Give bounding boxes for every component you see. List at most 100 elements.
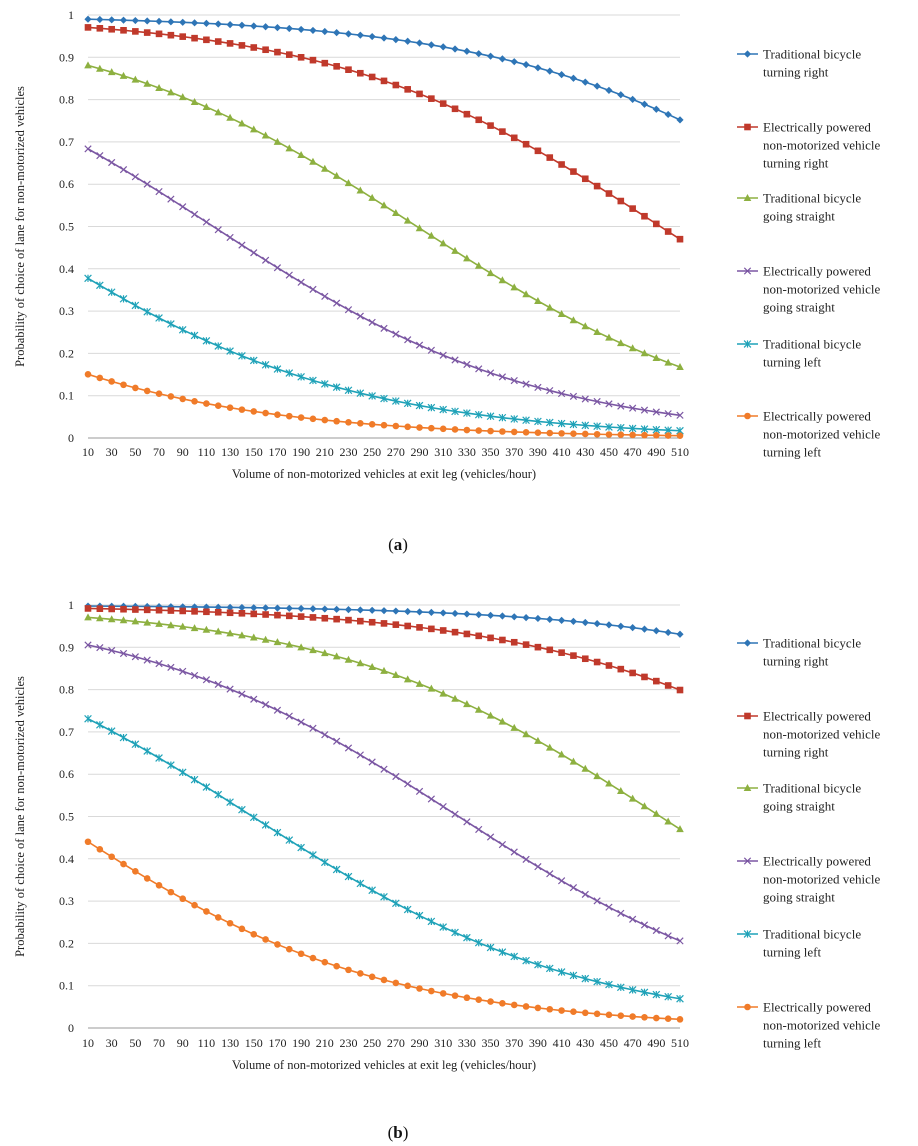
data-point (190, 331, 199, 340)
legend-marker (744, 712, 751, 720)
data-point (167, 31, 175, 39)
data-point (629, 669, 636, 677)
data-point (167, 393, 175, 400)
data-point (333, 605, 341, 613)
data-point (605, 1011, 613, 1019)
data-point (321, 59, 329, 67)
data-point (345, 419, 352, 426)
data-point (570, 430, 577, 437)
data-point (569, 316, 578, 324)
x-tick-label: 10 (82, 1036, 94, 1050)
data-point (403, 216, 412, 224)
y-tick-label: 0 (68, 1021, 74, 1035)
data-point (357, 420, 364, 427)
data-point (108, 853, 115, 861)
data-point (404, 336, 412, 344)
data-point (522, 613, 530, 622)
data-point (439, 405, 448, 414)
data-point (155, 882, 163, 889)
data-point (475, 825, 483, 834)
x-tick-label: 250 (363, 445, 381, 459)
data-point (368, 392, 376, 400)
data-point (178, 93, 187, 101)
data-point (285, 144, 294, 152)
data-point (190, 97, 199, 105)
data-point (474, 410, 483, 419)
data-point (676, 235, 684, 243)
data-point (463, 47, 471, 55)
data-point (463, 110, 471, 118)
data-point (332, 652, 341, 660)
data-point (652, 408, 660, 416)
data-point (333, 417, 340, 425)
legend-label: turning left (763, 445, 822, 460)
data-point (190, 671, 199, 680)
series-1 (84, 15, 684, 124)
data-point (131, 173, 139, 181)
data-point (653, 1014, 660, 1022)
legend-marker (743, 857, 752, 865)
data-point (392, 208, 400, 216)
data-point (238, 925, 246, 933)
x-tick-label: 470 (624, 1036, 642, 1050)
data-point (487, 122, 494, 129)
data-point (368, 662, 376, 670)
data-point (499, 128, 506, 135)
data-point (641, 1014, 648, 1021)
x-tick-label: 290 (411, 1036, 429, 1050)
data-point (297, 843, 305, 852)
data-point (108, 16, 116, 24)
data-point (96, 644, 104, 652)
x-tick-label: 130 (221, 1036, 239, 1050)
data-point (261, 821, 270, 829)
series-2 (84, 24, 684, 243)
series-4 (84, 145, 684, 419)
data-point (273, 828, 282, 837)
data-point (593, 328, 601, 336)
legend-label: non-motorized vehicle (763, 1018, 881, 1033)
data-point (605, 980, 613, 989)
data-point (155, 754, 163, 762)
data-point (451, 356, 459, 364)
data-point (297, 25, 305, 34)
data-point (415, 679, 424, 687)
data-point (534, 417, 542, 426)
legend-label: Electrically powered (763, 120, 871, 135)
data-point (333, 299, 341, 307)
data-point (131, 653, 139, 661)
data-point (321, 605, 329, 613)
data-point (499, 636, 506, 644)
data-point (617, 787, 625, 795)
data-point (285, 640, 294, 648)
data-point (475, 50, 483, 58)
data-point (380, 34, 388, 42)
data-point (155, 390, 163, 398)
y-tick-label: 0.2 (59, 346, 74, 360)
data-point (285, 51, 293, 58)
data-point (593, 82, 601, 90)
data-point (522, 61, 530, 69)
data-point (226, 798, 234, 806)
data-point (167, 761, 175, 769)
data-point (451, 810, 459, 818)
data-point (510, 283, 519, 291)
data-point (510, 613, 518, 621)
data-point (356, 606, 364, 614)
data-point (357, 69, 364, 77)
data-point (202, 103, 211, 111)
series-6 (84, 838, 684, 1023)
data-point (498, 55, 506, 63)
y-tick-label: 0.6 (59, 767, 74, 781)
data-point (368, 758, 376, 766)
data-point (356, 879, 365, 888)
data-point (534, 960, 542, 969)
data-point (640, 988, 649, 997)
data-point (486, 943, 495, 952)
data-point (214, 680, 222, 688)
data-point (593, 772, 601, 780)
x-tick-label: 250 (363, 1036, 381, 1050)
data-point (214, 790, 223, 799)
data-point (499, 1000, 506, 1007)
data-point (238, 603, 246, 612)
data-point (545, 303, 554, 311)
